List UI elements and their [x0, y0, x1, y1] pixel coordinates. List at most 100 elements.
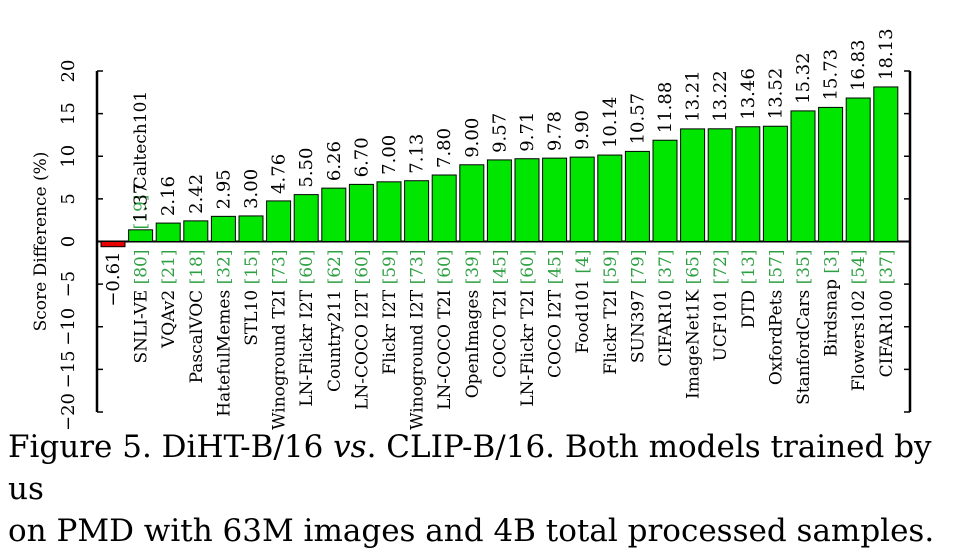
bar-value-label: 9.90: [572, 110, 593, 150]
category-ref: [73]: [270, 250, 290, 285]
category-label: StanfordCars [35]: [794, 250, 814, 405]
category-label: Winoground T2I [73]: [270, 250, 290, 430]
y-tick-label: 5: [58, 193, 79, 204]
y-tick-label: 20: [58, 60, 79, 83]
category-name: STL10: [242, 284, 262, 345]
category-name: COCO I2T: [546, 284, 566, 378]
category-label: Country211 [62]: [325, 250, 345, 392]
bar-value-label: 15.73: [821, 49, 842, 101]
bar-cifar10: [652, 139, 678, 243]
category-label: VQAv2 [21]: [159, 250, 179, 350]
category-ref: [18]: [187, 250, 207, 285]
bar-snli-ve: [128, 229, 154, 243]
y-tick-label: −15: [58, 350, 79, 388]
category-ref: [4]: [573, 250, 593, 274]
y-tick-label: 15: [58, 102, 79, 125]
bar-openimages: [459, 164, 485, 242]
category-label: LN-COCO T2I [60]: [435, 250, 455, 410]
category-name: VQAv2: [159, 284, 179, 349]
bar-value-label: 6.26: [324, 141, 345, 181]
category-ref: [45]: [490, 250, 510, 285]
category-name: Food101: [573, 274, 593, 354]
category-label: SUN397 [79]: [628, 250, 648, 364]
bar-value-label: 16.83: [848, 39, 869, 91]
bar-country211: [321, 187, 347, 242]
bar-pascalvoc: [183, 220, 209, 243]
figure-caption: Figure 5. DiHT-B/16 vs. CLIP-B/16. Both …: [8, 426, 953, 552]
bar-value-label: 13.46: [738, 68, 759, 120]
bar-value-label: 2.42: [186, 174, 207, 214]
category-ref: [37]: [877, 250, 897, 285]
category-label: LN-COCO I2T [60]: [352, 250, 372, 410]
category-label: [19] Caltech101: [131, 91, 151, 230]
category-ref: [65]: [684, 250, 704, 285]
category-label: PascalVOC [18]: [187, 250, 207, 384]
bar-value-label: 13.52: [765, 68, 786, 120]
bar-value-label: 11.88: [655, 82, 676, 134]
bar-food101: [569, 156, 595, 242]
category-ref: [37]: [656, 250, 676, 285]
category-ref: [60]: [435, 250, 455, 285]
category-ref: [80]: [132, 250, 152, 285]
bar-value-label: 13.21: [683, 70, 704, 122]
bar-ln-coco-i2t: [348, 183, 374, 243]
bar-value-label: 9.78: [545, 111, 566, 151]
caption-line-2: on PMD with 63M images and 4B total proc…: [8, 513, 935, 549]
category-name: COCO T2I: [490, 284, 510, 378]
category-name: OpenImages: [463, 284, 483, 398]
category-ref: [3]: [822, 250, 842, 274]
bar-stl10: [238, 215, 264, 243]
bar-value-label: 5.50: [296, 148, 317, 188]
y-tick-label: 0: [58, 236, 79, 247]
category-ref: [13]: [739, 250, 759, 285]
category-label: STL10 [15]: [242, 250, 262, 346]
category-label: DTD [13]: [739, 250, 759, 329]
bar-value-label: 9.71: [517, 112, 538, 152]
y-tick-label: −5: [58, 271, 79, 298]
category-name: Flickr T2I: [601, 284, 621, 374]
category-name: LN-Flickr T2I: [518, 284, 538, 406]
category-name: SNLI-VE: [132, 284, 152, 363]
category-name: ImageNet1K: [684, 284, 704, 399]
category-label: ImageNet1K [65]: [684, 250, 704, 400]
category-name: SUN397: [628, 284, 648, 363]
category-name: LN-COCO I2T: [352, 284, 372, 409]
bar-stanfordcars: [790, 110, 816, 242]
category-ref: [35]: [794, 250, 814, 285]
bar-value-label: 10.14: [600, 97, 621, 149]
bar-ln-flickr-t2i: [514, 158, 540, 242]
category-ref: [21]: [159, 250, 179, 285]
category-label: Birdsnap [3]: [822, 250, 842, 357]
y-tick-label: −20: [58, 393, 79, 430]
category-name: Caltech101: [131, 91, 151, 189]
bar-flickr-i2t: [376, 181, 402, 242]
bar-chart: −20 −15 −10 −5 0 5 10 15 20 Score Difference (%) −…: [31, 28, 912, 430]
category-label: OpenImages [39]: [463, 250, 483, 399]
bar-coco-i2t: [542, 157, 568, 242]
category-name: Flickr I2T: [380, 284, 400, 374]
category-name: StanfordCars: [794, 284, 814, 405]
caption-line-1: Figure 5. DiHT-B/16 vs. CLIP-B/16. Both …: [8, 429, 932, 507]
y-tick-label: 10: [58, 145, 79, 168]
category-name: CIFAR10: [656, 284, 676, 366]
category-ref: [60]: [352, 250, 372, 285]
bar-flowers102: [845, 97, 871, 242]
category-ref: [19]: [131, 189, 151, 229]
category-name: PascalVOC: [187, 284, 207, 383]
bar-value-label: 2.95: [213, 169, 234, 209]
bar-ln-coco-t2i: [431, 174, 457, 243]
category-name: HatefulMemes: [214, 284, 234, 416]
bar-ln-flickr-i2t: [293, 194, 319, 243]
category-label: CIFAR10 [37]: [656, 250, 676, 367]
category-label: SNLI-VE [80]: [132, 250, 152, 364]
category-ref: [59]: [380, 250, 400, 285]
category-label: LN-Flickr T2I [60]: [518, 250, 538, 407]
category-label: COCO I2T [45]: [546, 250, 566, 378]
category-name: CIFAR100: [877, 284, 897, 377]
bar-imagenet1k: [680, 128, 706, 242]
category-label: LN-Flickr I2T [60]: [297, 250, 317, 407]
category-ref: [59]: [601, 250, 621, 285]
y-tick-label: −10: [58, 308, 79, 346]
category-ref: [60]: [297, 250, 317, 285]
y-axis-label: Score Difference (%): [31, 152, 51, 332]
